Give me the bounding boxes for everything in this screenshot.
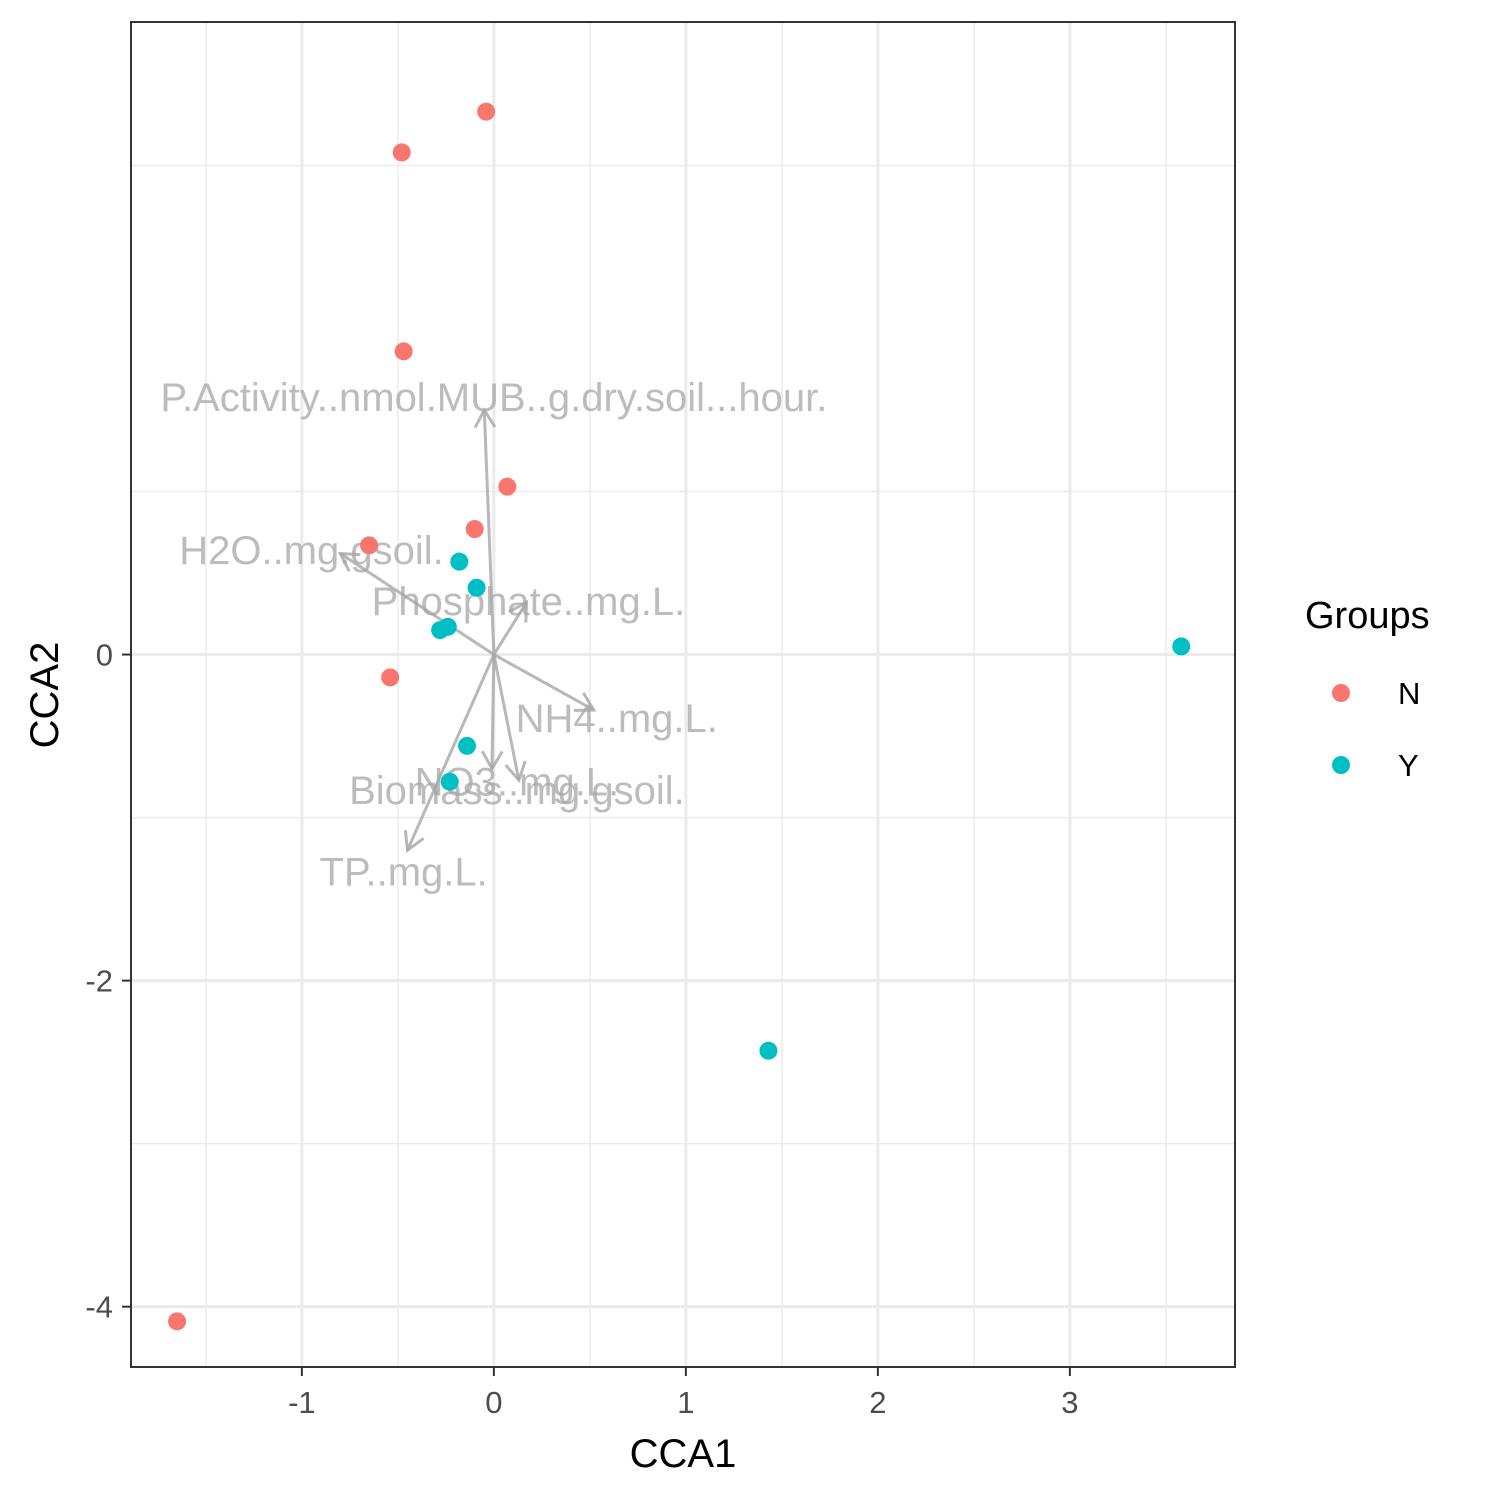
vector-arrow-shaft: [482, 409, 496, 655]
y-axis-title: CCA2: [23, 642, 67, 749]
x-tick-label: 1: [677, 1385, 694, 1420]
x-tick-label: 3: [1061, 1385, 1078, 1420]
point-group-N: [394, 342, 413, 361]
vector-arrow: [492, 654, 527, 784]
legend-keys: NY: [1332, 676, 1420, 783]
legend-label: N: [1398, 676, 1420, 711]
legend: Groups NY: [1305, 595, 1430, 783]
vector-label: H2O..mg.gsoil.: [179, 529, 444, 573]
point-group-N: [381, 668, 400, 687]
panel-border: [130, 21, 1236, 1368]
legend-swatch: [1332, 684, 1350, 702]
legend-title: Groups: [1305, 595, 1430, 637]
point-group-Y: [1172, 637, 1191, 656]
vector-arrow-shaft: [490, 654, 496, 769]
vector-arrow: [493, 653, 597, 712]
point-group-N: [477, 102, 496, 121]
point-group-N: [360, 536, 379, 555]
vector-arrow-shaft: [493, 653, 595, 712]
point-group-N: [392, 143, 411, 162]
vector-arrow-head: [473, 407, 497, 429]
point-group-Y: [458, 736, 476, 755]
vector-arrow: [403, 653, 496, 853]
y-tick-label: 0: [96, 638, 113, 673]
environmental-vectors: [337, 407, 597, 853]
vector-arrow-head: [573, 692, 597, 712]
x-tick-label: -1: [288, 1385, 316, 1420]
point-group-Y: [467, 578, 486, 597]
vector-arrow-head: [337, 551, 361, 573]
legend-swatch: [1332, 756, 1350, 774]
vector-arrow-head: [508, 599, 529, 623]
vector-label: P.Activity..nmol.MUB..g.dry.soil...hour.: [160, 376, 827, 420]
legend-item-N: N: [1332, 676, 1420, 711]
vector-arrow: [492, 599, 529, 656]
panel-background: [131, 22, 1235, 1367]
vector-arrow: [480, 654, 504, 772]
vector-arrow-head: [504, 760, 527, 784]
x-axis-title: CCA1: [630, 1432, 737, 1476]
vector-arrow-shaft: [406, 653, 496, 851]
environmental-vector-labels: P.Activity..nmol.MUB..g.dry.soil...hour.…: [160, 376, 827, 894]
vector-arrow: [473, 407, 497, 655]
y-axis: -4 -2 0: [85, 638, 131, 1325]
y-tick-label: -4: [85, 1290, 113, 1325]
point-group-N: [465, 520, 484, 539]
x-tick-label: 0: [485, 1385, 502, 1420]
legend-item-Y: Y: [1332, 748, 1419, 783]
vector-label: TP..mg.L.: [320, 850, 488, 894]
vector-arrow-head: [403, 830, 425, 853]
point-group-Y: [759, 1041, 778, 1060]
point-group-N: [498, 477, 517, 496]
vector-arrow-shaft: [492, 601, 528, 656]
vector-label: NH4..mg.L.: [516, 697, 718, 741]
point-group-Y: [450, 552, 469, 571]
x-axis: -1 0 1 2 3: [288, 1367, 1079, 1420]
vector-arrow-shaft: [492, 654, 521, 781]
major-gridlines: [131, 22, 1235, 1367]
point-group-Y: [440, 772, 459, 791]
y-tick-label: -2: [85, 964, 113, 999]
vector-label: Biomass..mg.gsoil.: [349, 769, 685, 813]
minor-gridlines: [131, 22, 1235, 1367]
vector-arrow: [337, 551, 495, 656]
vector-arrow-shaft: [339, 552, 495, 656]
point-group-Y: [431, 621, 450, 640]
vector-label: Phosphate..mg.L.: [372, 580, 686, 624]
point-group-N: [168, 1312, 187, 1331]
x-tick-label: 2: [869, 1385, 886, 1420]
vector-arrow-head: [480, 750, 504, 772]
legend-label: Y: [1398, 748, 1419, 783]
sample-points: [168, 102, 1191, 1331]
